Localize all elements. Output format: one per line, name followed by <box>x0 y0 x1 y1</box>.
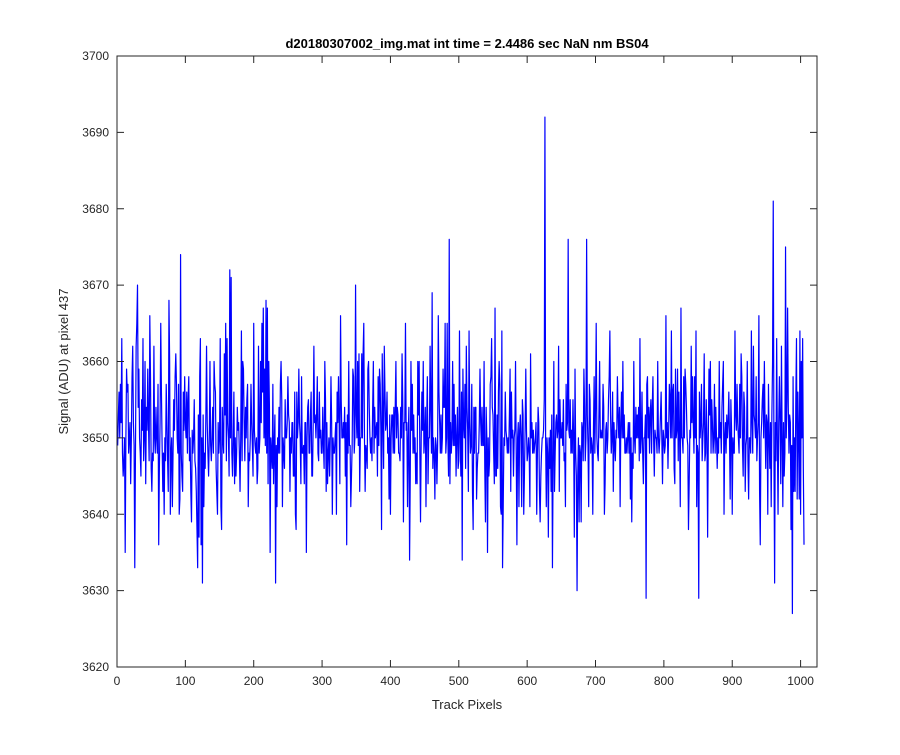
x-axis-label: Track Pixels <box>432 697 503 712</box>
x-tick-label: 300 <box>312 674 332 688</box>
series-line-0 <box>117 116 805 615</box>
x-tick-label: 600 <box>517 674 537 688</box>
x-tick-label: 400 <box>380 674 400 688</box>
x-tick-label: 100 <box>175 674 195 688</box>
x-tick-label: 700 <box>586 674 606 688</box>
y-tick-label: 3670 <box>82 278 109 292</box>
y-tick-label: 3700 <box>82 49 109 63</box>
x-tick-label: 900 <box>722 674 742 688</box>
y-tick-label: 3650 <box>82 431 109 445</box>
y-tick-label: 3640 <box>82 507 109 521</box>
y-tick-label: 3680 <box>82 202 109 216</box>
y-axis-ticks: 3620 3630 3640 3650 3660 3670 3680 3690 3700 <box>82 49 817 674</box>
y-axis-label: Signal (ADU) at pixel 437 <box>56 289 71 435</box>
x-tick-label: 0 <box>114 674 121 688</box>
x-tick-label: 500 <box>449 674 469 688</box>
x-tick-label: 1000 <box>787 674 814 688</box>
x-axis-ticks: 0 100 200 300 400 500 600 700 800 900 1000 <box>114 56 814 688</box>
x-tick-label: 200 <box>244 674 264 688</box>
x-tick-label: 800 <box>654 674 674 688</box>
series-layer <box>117 116 805 615</box>
chart-title: d20180307002_img.mat int time = 2.4486 s… <box>285 36 649 51</box>
y-tick-label: 3620 <box>82 660 109 674</box>
y-tick-label: 3630 <box>82 584 109 598</box>
y-tick-label: 3690 <box>82 125 109 139</box>
y-tick-label: 3660 <box>82 355 109 369</box>
